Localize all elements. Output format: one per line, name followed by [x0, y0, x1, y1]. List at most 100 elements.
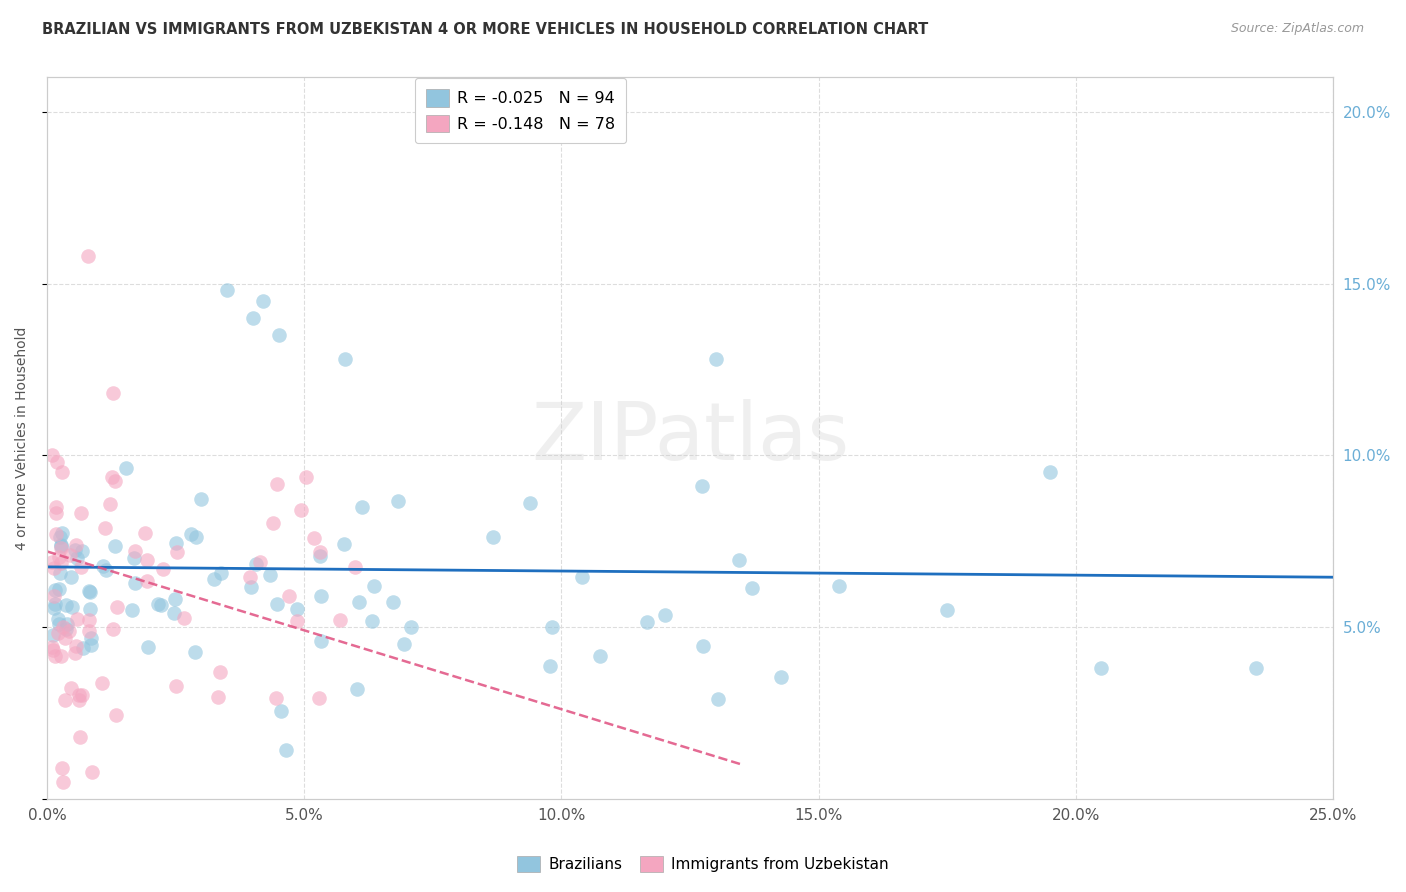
Point	[387, 494, 409, 508]
Point	[571, 570, 593, 584]
Point	[190, 491, 212, 506]
Point	[769, 670, 792, 684]
Point	[46, 455, 69, 469]
Point	[828, 579, 851, 593]
Y-axis label: 4 or more Vehicles in Household: 4 or more Vehicles in Household	[15, 326, 30, 549]
Point	[51, 466, 73, 480]
Point	[44, 582, 66, 597]
Point	[49, 541, 72, 555]
Point	[707, 692, 730, 706]
Point	[309, 544, 332, 558]
Point	[51, 556, 73, 570]
Point	[48, 612, 70, 626]
Point	[165, 536, 187, 550]
Point	[242, 310, 264, 325]
Point	[1039, 466, 1062, 480]
Point	[104, 475, 127, 489]
Text: BRAZILIAN VS IMMIGRANTS FROM UZBEKISTAN 4 OR MORE VEHICLES IN HOUSEHOLD CORRELAT: BRAZILIAN VS IMMIGRANTS FROM UZBEKISTAN …	[42, 22, 928, 37]
Point	[166, 545, 188, 559]
Point	[101, 622, 124, 636]
Point	[266, 476, 288, 491]
Point	[352, 500, 374, 514]
Point	[270, 704, 292, 718]
Point	[42, 627, 65, 641]
Point	[67, 689, 90, 703]
Point	[150, 598, 173, 612]
Point	[636, 615, 658, 629]
Point	[274, 743, 297, 757]
Point	[79, 584, 101, 599]
Point	[207, 690, 229, 705]
Point	[96, 563, 118, 577]
Point	[70, 506, 93, 520]
Point	[80, 631, 103, 645]
Point	[519, 496, 541, 510]
Point	[91, 559, 114, 574]
Point	[48, 582, 70, 596]
Point	[343, 560, 366, 574]
Point	[122, 550, 145, 565]
Point	[692, 640, 714, 654]
Point	[70, 688, 93, 702]
Point	[42, 561, 65, 575]
Point	[152, 562, 174, 576]
Point	[121, 603, 143, 617]
Point	[290, 503, 312, 517]
Point	[46, 626, 69, 640]
Point	[90, 676, 112, 690]
Point	[66, 612, 89, 626]
Point	[163, 592, 186, 607]
Point	[186, 530, 208, 544]
Point	[98, 497, 121, 511]
Point	[59, 548, 82, 562]
Point	[69, 730, 91, 744]
Point	[55, 622, 77, 636]
Point	[94, 521, 117, 535]
Point	[41, 555, 63, 569]
Point	[278, 590, 301, 604]
Point	[704, 352, 727, 367]
Point	[65, 538, 87, 552]
Point	[1244, 661, 1267, 675]
Point	[163, 606, 186, 620]
Point	[309, 589, 332, 603]
Point	[59, 570, 82, 584]
Point	[361, 615, 384, 629]
Point	[238, 569, 260, 583]
Point	[217, 284, 239, 298]
Point	[41, 640, 63, 655]
Point	[48, 617, 70, 632]
Point	[49, 648, 72, 663]
Point	[101, 385, 124, 400]
Point	[180, 526, 202, 541]
Point	[58, 624, 80, 639]
Point	[63, 646, 86, 660]
Point	[295, 470, 318, 484]
Point	[56, 617, 79, 632]
Point	[79, 638, 101, 652]
Point	[44, 648, 66, 663]
Point	[49, 530, 72, 544]
Point	[741, 581, 763, 595]
Point	[173, 610, 195, 624]
Point	[287, 601, 309, 615]
Point	[184, 645, 207, 659]
Point	[53, 693, 76, 707]
Point	[363, 578, 385, 592]
Point	[136, 574, 159, 589]
Point	[60, 600, 83, 615]
Point	[49, 539, 72, 553]
Point	[51, 526, 73, 541]
Text: ZIPatlas: ZIPatlas	[531, 399, 849, 477]
Point	[482, 530, 505, 544]
Point	[41, 448, 63, 462]
Point	[936, 603, 959, 617]
Point	[44, 601, 66, 615]
Point	[105, 600, 128, 615]
Point	[309, 634, 332, 648]
Point	[245, 558, 267, 572]
Point	[104, 707, 127, 722]
Point	[335, 352, 357, 367]
Point	[285, 614, 308, 628]
Point	[399, 619, 422, 633]
